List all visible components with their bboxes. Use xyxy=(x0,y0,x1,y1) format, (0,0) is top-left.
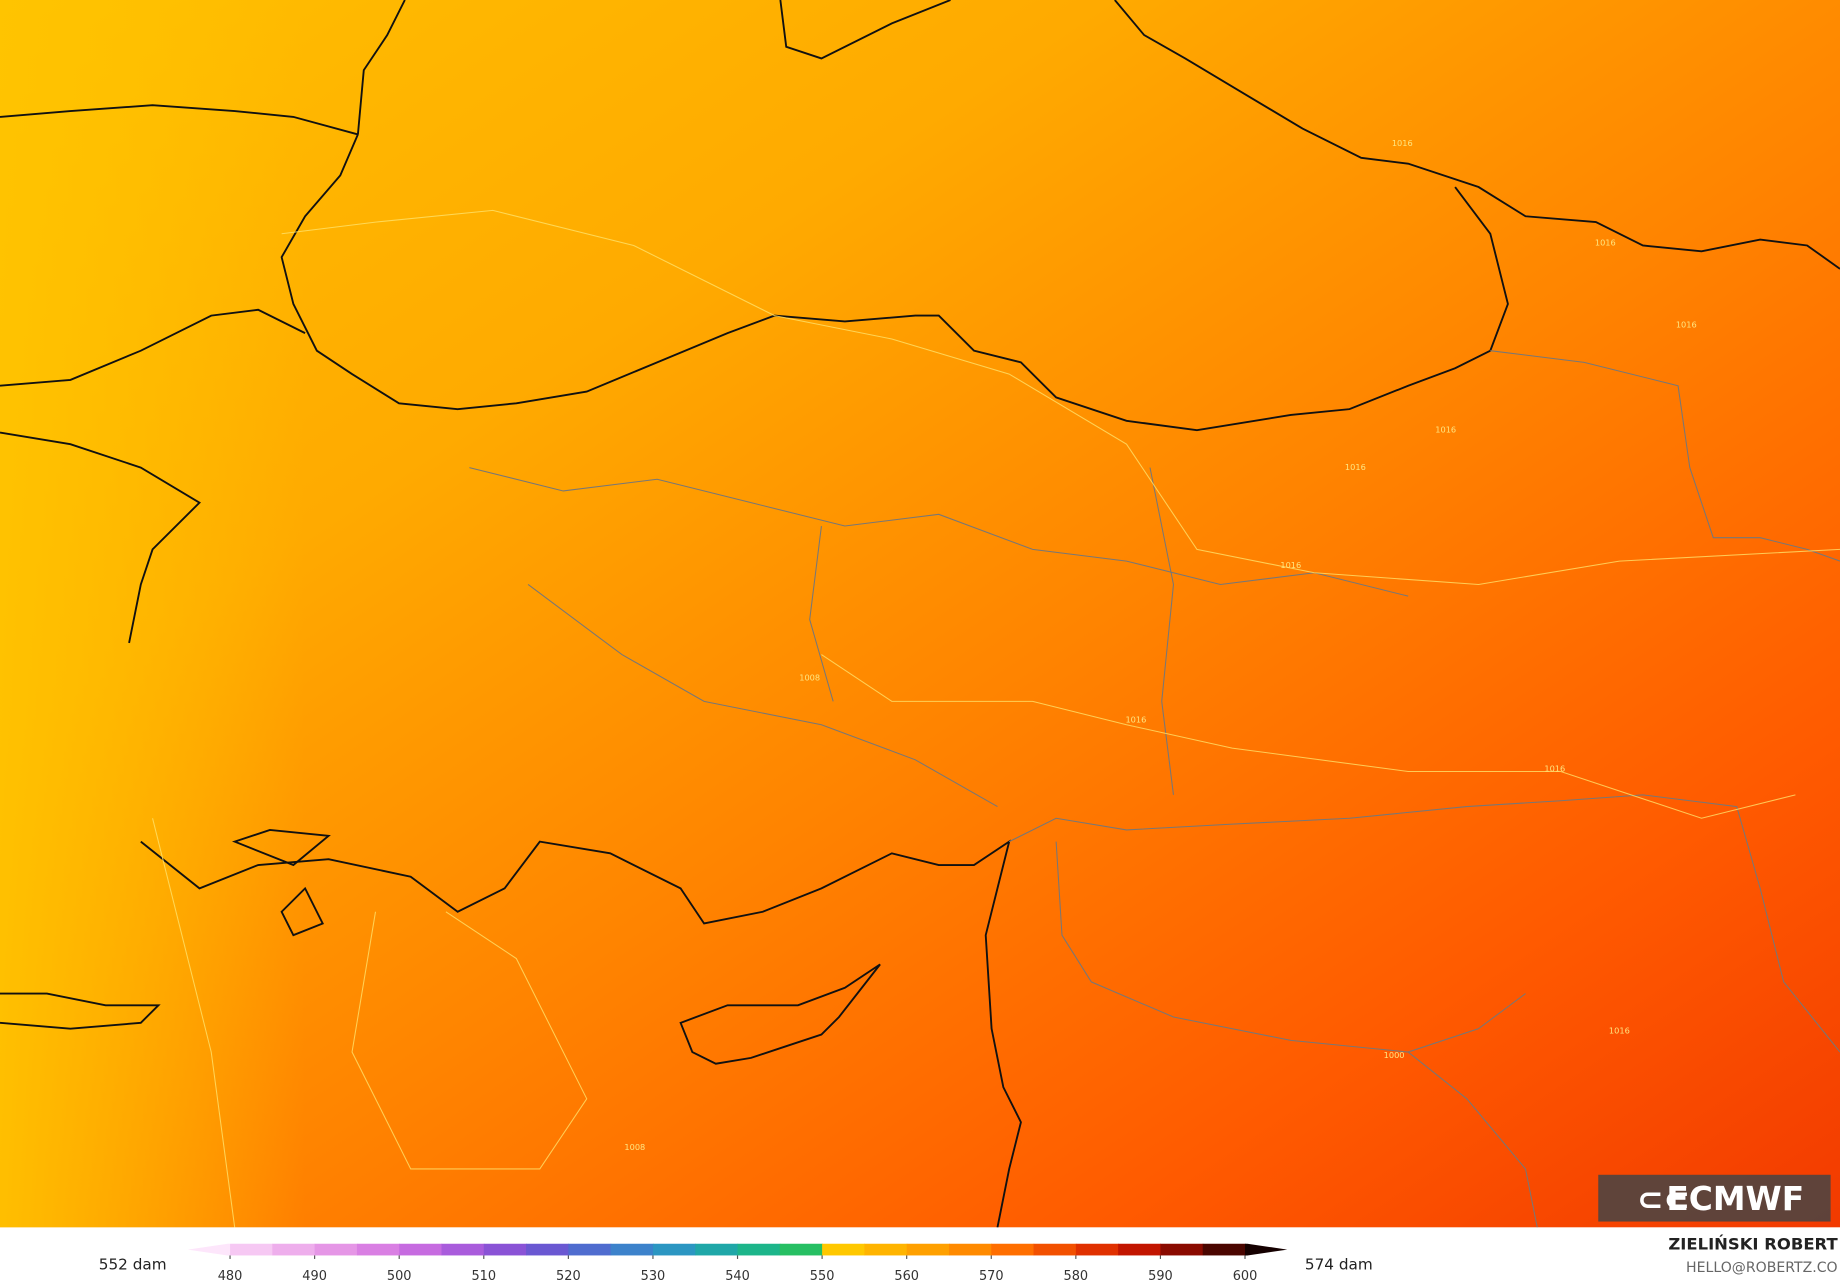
isobar xyxy=(281,209,1840,585)
coast-north xyxy=(356,0,1840,270)
colorbar-segment xyxy=(1033,1243,1077,1256)
footer xyxy=(0,1227,1840,1287)
colorbar-tip xyxy=(1245,1243,1288,1256)
colorbar-segment xyxy=(991,1243,1035,1256)
author: ZIELIŃSKI ROBERT xyxy=(1668,1235,1838,1254)
colorbar-tick-label: 550 xyxy=(810,1269,835,1284)
colorbar-tick-label: 500 xyxy=(387,1269,412,1284)
height-field xyxy=(0,0,1840,1228)
legend-left-label: 552 dam xyxy=(99,1255,167,1273)
contour-label: 1000 xyxy=(1384,1050,1405,1060)
colorbar-tick-label: 600 xyxy=(1233,1269,1258,1284)
colorbar-segment xyxy=(272,1243,316,1256)
colorbar-tick-label: 580 xyxy=(1064,1269,1089,1284)
contour-label: 1016 xyxy=(1544,764,1565,774)
colorbar-tick-label: 520 xyxy=(556,1269,581,1284)
height-field-west xyxy=(0,0,306,1228)
colorbar-segment xyxy=(906,1243,950,1256)
coastlines xyxy=(0,0,1840,1228)
colorbar-segment xyxy=(441,1243,485,1256)
logo-box xyxy=(1598,1174,1831,1222)
colorbar-segment xyxy=(610,1243,654,1256)
border-syria xyxy=(1055,841,1538,1228)
crete xyxy=(0,992,161,1030)
contour-label: 1016 xyxy=(1125,714,1146,724)
contour-label: 1016 xyxy=(1609,1025,1630,1035)
colorbar-tick-label: 530 xyxy=(641,1269,666,1284)
isobar xyxy=(821,654,1796,819)
contour-label: 1008 xyxy=(799,672,820,682)
contour-label: 1016 xyxy=(1392,138,1413,148)
colorbar-tick-label: 490 xyxy=(302,1269,327,1284)
colorbar-segment xyxy=(1160,1243,1204,1256)
colorbar-segment xyxy=(526,1243,569,1256)
colorbar-segment xyxy=(230,1243,273,1256)
border-east xyxy=(1490,350,1840,562)
colorbar-tick-label: 540 xyxy=(725,1269,750,1284)
email: HELLO@ROBERTZ.CO xyxy=(1686,1260,1838,1276)
coast-west xyxy=(0,104,359,937)
colorbar-segment xyxy=(314,1243,358,1256)
colorbar-segment xyxy=(737,1243,781,1256)
contour-label: 1016 xyxy=(1345,462,1366,472)
colorbar-segment xyxy=(1075,1243,1119,1256)
border-provinces xyxy=(469,467,1409,808)
contour-label: 1016 xyxy=(1280,560,1301,570)
contour-label: 1016 xyxy=(1435,425,1456,435)
contour-labels: 1016 1016 1016 1016 1016 1008 1016 1016 1016 1008… xyxy=(624,138,1696,1152)
contour-label: 1016 xyxy=(1676,319,1697,329)
isobar xyxy=(152,818,588,1228)
colorbar-tick-label: 510 xyxy=(471,1269,496,1284)
colorbar-tick-label: 560 xyxy=(894,1269,919,1284)
isobars xyxy=(152,209,1840,1228)
border-south xyxy=(1008,794,1840,1053)
legend-right-label: 574 dam xyxy=(1305,1255,1373,1273)
colorbar-tick-label: 570 xyxy=(979,1269,1004,1284)
coast-black-sea xyxy=(280,134,1509,432)
colorbar-segment xyxy=(399,1243,443,1256)
logo-mark: ⊂⊂ xyxy=(1637,1182,1690,1218)
coast-south xyxy=(140,839,1022,1228)
cyprus xyxy=(679,963,881,1065)
colorbar-tip xyxy=(187,1243,231,1256)
contour-label: 1008 xyxy=(624,1142,645,1152)
colorbar-segment xyxy=(1118,1243,1162,1256)
colorbar-tick-label: 590 xyxy=(1148,1269,1173,1284)
colorbar-segment xyxy=(568,1243,612,1256)
colorbar-segment xyxy=(864,1243,908,1256)
colorbar-segment xyxy=(652,1243,696,1256)
colorbar-segment xyxy=(822,1243,865,1256)
colorbar: 480 490 500 510 520 530 540 550 560 570 580 590 600 xyxy=(187,1243,1288,1284)
colorbar-segment xyxy=(695,1243,739,1256)
logo-text: ECMWF xyxy=(1666,1180,1804,1218)
colorbar-segment xyxy=(1202,1243,1246,1256)
colorbar-segment xyxy=(779,1243,823,1256)
colorbar-segment xyxy=(483,1243,527,1256)
colorbar-tick-label: 480 xyxy=(218,1269,243,1284)
contour-label: 1016 xyxy=(1595,237,1616,247)
colorbar-segment xyxy=(948,1243,992,1256)
colorbar-segment xyxy=(356,1243,400,1256)
borders xyxy=(469,350,1840,1228)
